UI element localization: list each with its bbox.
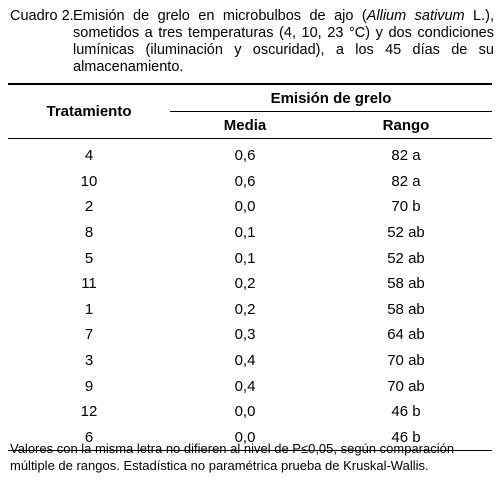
table-cell: 46 b — [391, 428, 421, 446]
caption-text-part: Emisión de grelo en microbulbos de ajo ( — [73, 8, 367, 24]
table-cell: 52 ab — [387, 249, 425, 267]
table-cell: 70 ab — [387, 377, 425, 395]
caption: Cuadro 2. Emisión de grelo en microbulbo… — [10, 8, 494, 76]
header-cell: Media — [170, 111, 320, 139]
table: Tratamiento Emisión de grelo Media Rango 4… — [8, 83, 492, 452]
header-group: Emisión de grelo — [170, 84, 492, 112]
table-cell: 58 ab — [387, 300, 425, 318]
caption-text: Emisión de grelo en microbulbos de ajo (… — [73, 8, 494, 76]
table-cell: 11 — [81, 275, 97, 293]
table-cell: 46 b — [391, 403, 421, 421]
table-cell: 12 — [80, 403, 98, 421]
table-row: 1 0,2 58 ab — [8, 297, 492, 323]
table-row: 7 0,3 64 ab — [8, 322, 492, 348]
table-cell: 5 — [84, 249, 94, 267]
table-cell: 0,4 — [234, 377, 256, 395]
table-cell: 70 ab — [387, 352, 425, 370]
caption-text-part: L.), sometidos a tres temperaturas (4, 1… — [73, 8, 494, 75]
table-body: 4 0,6 82 a 10 0,6 82 a 2 0,0 70 b 8 0,1 52 ab 5 0,1 52… — [8, 139, 492, 451]
table-row: 12 0,0 46 b — [8, 399, 492, 425]
table-cell: 0,6 — [234, 147, 256, 165]
table-cell: 4 — [84, 147, 94, 165]
table-cell: 0,4 — [234, 352, 256, 370]
table-row: 8 0,1 52 ab — [8, 220, 492, 246]
caption-italic: Allium sativum — [366, 8, 465, 24]
table-cell: 82 a — [391, 172, 421, 190]
table-cell: 0,1 — [234, 249, 256, 267]
table-cell: 10 — [80, 172, 98, 190]
table-cell: 2 — [84, 198, 94, 216]
table-cell: 52 ab — [387, 224, 425, 242]
table-row: 6 0,0 46 b — [8, 425, 492, 451]
table-cell: 0,0 — [234, 428, 256, 446]
table-cell: 0,3 — [234, 326, 256, 344]
header-cell: Tratamiento — [8, 84, 170, 139]
table-cell: 82 a — [391, 147, 421, 165]
table-cell: 1 — [84, 300, 94, 318]
table-row: 11 0,2 58 ab — [8, 271, 492, 297]
footnote: Valores con la misma letra no difieren a… — [10, 441, 455, 473]
table-cell: 0,1 — [234, 224, 256, 242]
table-cell: 0,2 — [234, 275, 256, 293]
table-cell: 6 — [84, 428, 94, 446]
caption-label: Cuadro 2. — [10, 8, 74, 24]
table-cell: 0,0 — [234, 198, 256, 216]
table-cell: 0,2 — [234, 300, 256, 318]
table-cell: 70 b — [391, 198, 421, 216]
table-cell: 7 — [84, 326, 94, 344]
table-row: 2 0,0 70 b — [8, 194, 492, 220]
table-row: 5 0,1 52 ab — [8, 245, 492, 271]
table-row: 9 0,4 70 ab — [8, 373, 492, 399]
table-cell: 9 — [84, 377, 94, 395]
table-cell: 0,0 — [234, 403, 256, 421]
table-cell: 0,6 — [234, 172, 256, 190]
table-row: 3 0,4 70 ab — [8, 348, 492, 374]
table-cell: 3 — [84, 352, 94, 370]
table-cell: 64 ab — [387, 326, 425, 344]
table-cell: 8 — [84, 224, 94, 242]
table-cell: 58 ab — [387, 275, 425, 293]
header-cell: Rango — [320, 111, 492, 139]
table-row: 10 0,6 82 a — [8, 169, 492, 195]
table-row: 4 0,6 82 a — [8, 139, 492, 169]
